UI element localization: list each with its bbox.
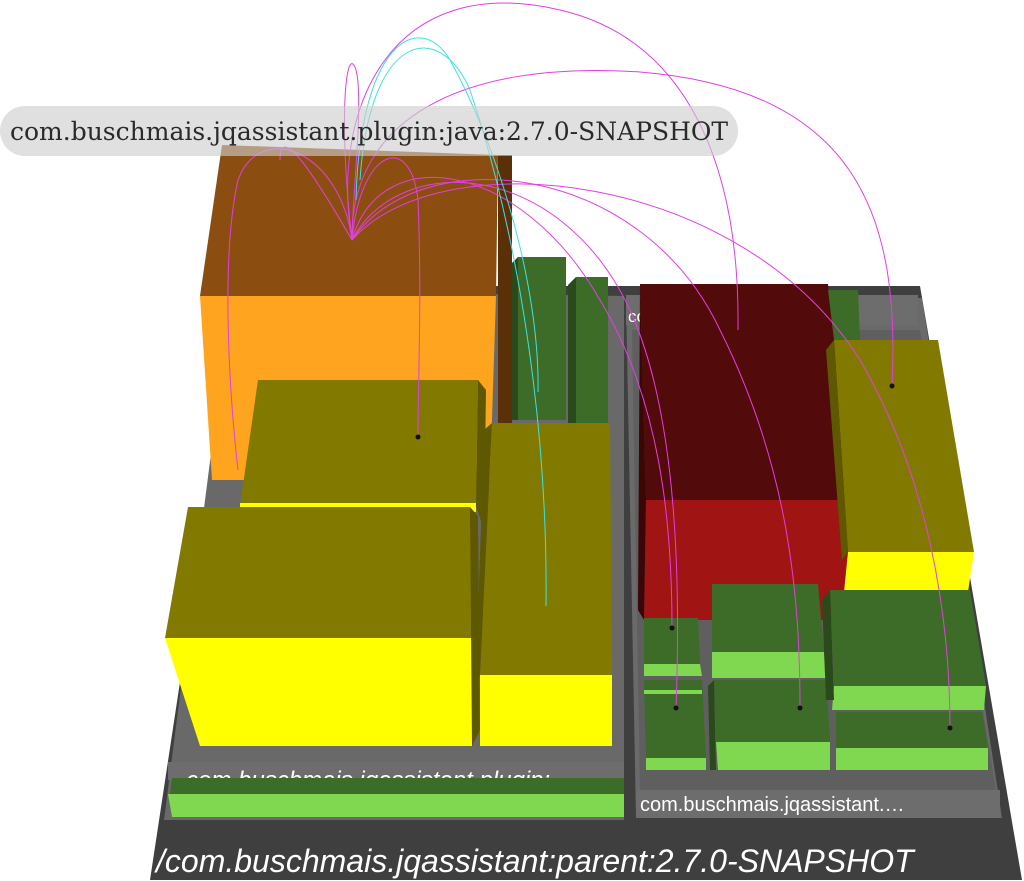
building-yellow-right[interactable] [826, 340, 974, 592]
building-green-right-2[interactable] [836, 712, 988, 770]
edge-endpoints [415, 383, 953, 731]
right-district-label: com.buschmais.jqassistant.… [640, 794, 905, 816]
dependency-edge [351, 182, 679, 709]
edge-endpoint [947, 725, 953, 731]
dependency-edge [227, 148, 353, 471]
dependency-edge [351, 183, 951, 729]
edge-endpoint [673, 705, 679, 711]
hover-tooltip: com.buschmais.jqassistant.plugin:java:2.… [0, 106, 739, 156]
edge-endpoint [415, 434, 421, 440]
building-green-right-1[interactable] [822, 590, 986, 710]
edge-endpoint [889, 383, 895, 389]
building-green-mid-1[interactable] [712, 584, 826, 678]
dependency-edge [351, 179, 801, 709]
edge-endpoint [669, 625, 675, 631]
left-district-bar [168, 762, 624, 780]
building-red-large[interactable] [638, 284, 852, 620]
building-yellow-mid[interactable] [476, 423, 612, 746]
right-district-bar [636, 790, 1000, 818]
dependency-edge [351, 177, 673, 629]
building-green-small-2[interactable] [644, 680, 706, 770]
dependency-edge [351, 157, 421, 437]
edge-endpoint [797, 705, 803, 711]
building-yellow-lower-left[interactable] [165, 507, 480, 746]
building-green-mid-2[interactable] [708, 680, 830, 770]
building-green-slab[interactable] [168, 778, 624, 817]
building-green-small-1[interactable] [644, 618, 702, 676]
hover-tooltip-text: com.buschmais.jqassistant.plugin:java:2.… [10, 116, 729, 146]
building-green-tall-2[interactable] [568, 277, 608, 425]
root-platform-label: /com.buschmais.jqassistant:parent:2.7.0-… [154, 843, 916, 879]
